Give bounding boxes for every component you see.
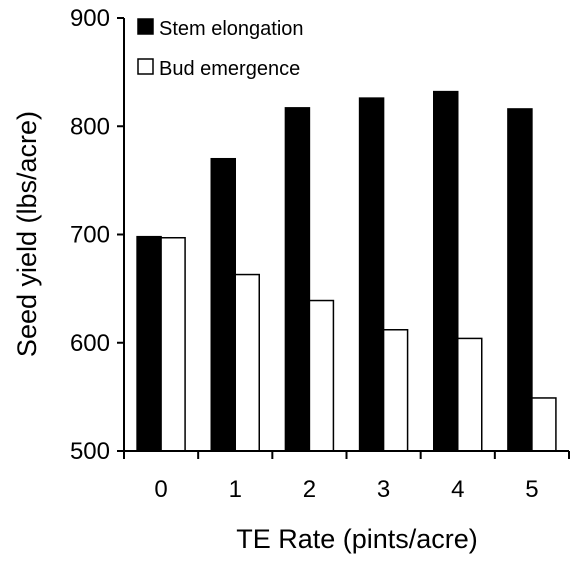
bar-bud-emergence — [234, 273, 260, 452]
bar-bud-emergence — [457, 337, 483, 452]
y-tick-label: 700 — [70, 222, 110, 249]
bar-bud-emergence — [531, 397, 557, 452]
legend-swatch-stem-elongation — [137, 18, 154, 35]
bar-stem-elongation — [358, 97, 385, 452]
bar-stem-elongation — [433, 90, 459, 452]
x-axis-title: TE Rate (pints/acre) — [236, 524, 478, 554]
bar-bud-emergence — [382, 329, 409, 452]
legend-swatch-bud-emergence — [137, 58, 154, 75]
x-tick-label: 3 — [377, 476, 390, 503]
x-tick-label: 5 — [525, 476, 538, 503]
bars-group — [136, 90, 557, 452]
legend: Stem elongation Bud emergence — [137, 18, 304, 80]
y-axis-title: Seed yield (lbs/acre) — [12, 111, 42, 357]
bar-bud-emergence — [308, 299, 335, 452]
x-ticks-group: 0 1 2 3 4 5 — [123, 451, 570, 503]
x-tick-label: 4 — [451, 476, 464, 503]
x-tick-label: 2 — [303, 476, 316, 503]
bar-stem-elongation — [284, 107, 311, 452]
y-tick-label: 800 — [70, 113, 110, 140]
y-tick-label: 600 — [70, 330, 110, 357]
bar-stem-elongation — [507, 108, 533, 452]
axes-group — [123, 18, 569, 452]
y-tick-label: 900 — [70, 5, 110, 32]
legend-label-stem-elongation: Stem elongation — [159, 18, 304, 40]
y-tick-label: 500 — [70, 438, 110, 465]
bar-stem-elongation — [136, 235, 162, 452]
bar-stem-elongation — [210, 157, 236, 452]
y-ticks-group: 500 600 700 800 900 — [70, 5, 124, 465]
x-tick-label: 0 — [154, 476, 167, 503]
x-tick-label: 1 — [229, 476, 242, 503]
bar-bud-emergence — [160, 236, 186, 452]
legend-label-bud-emergence: Bud emergence — [159, 58, 300, 80]
